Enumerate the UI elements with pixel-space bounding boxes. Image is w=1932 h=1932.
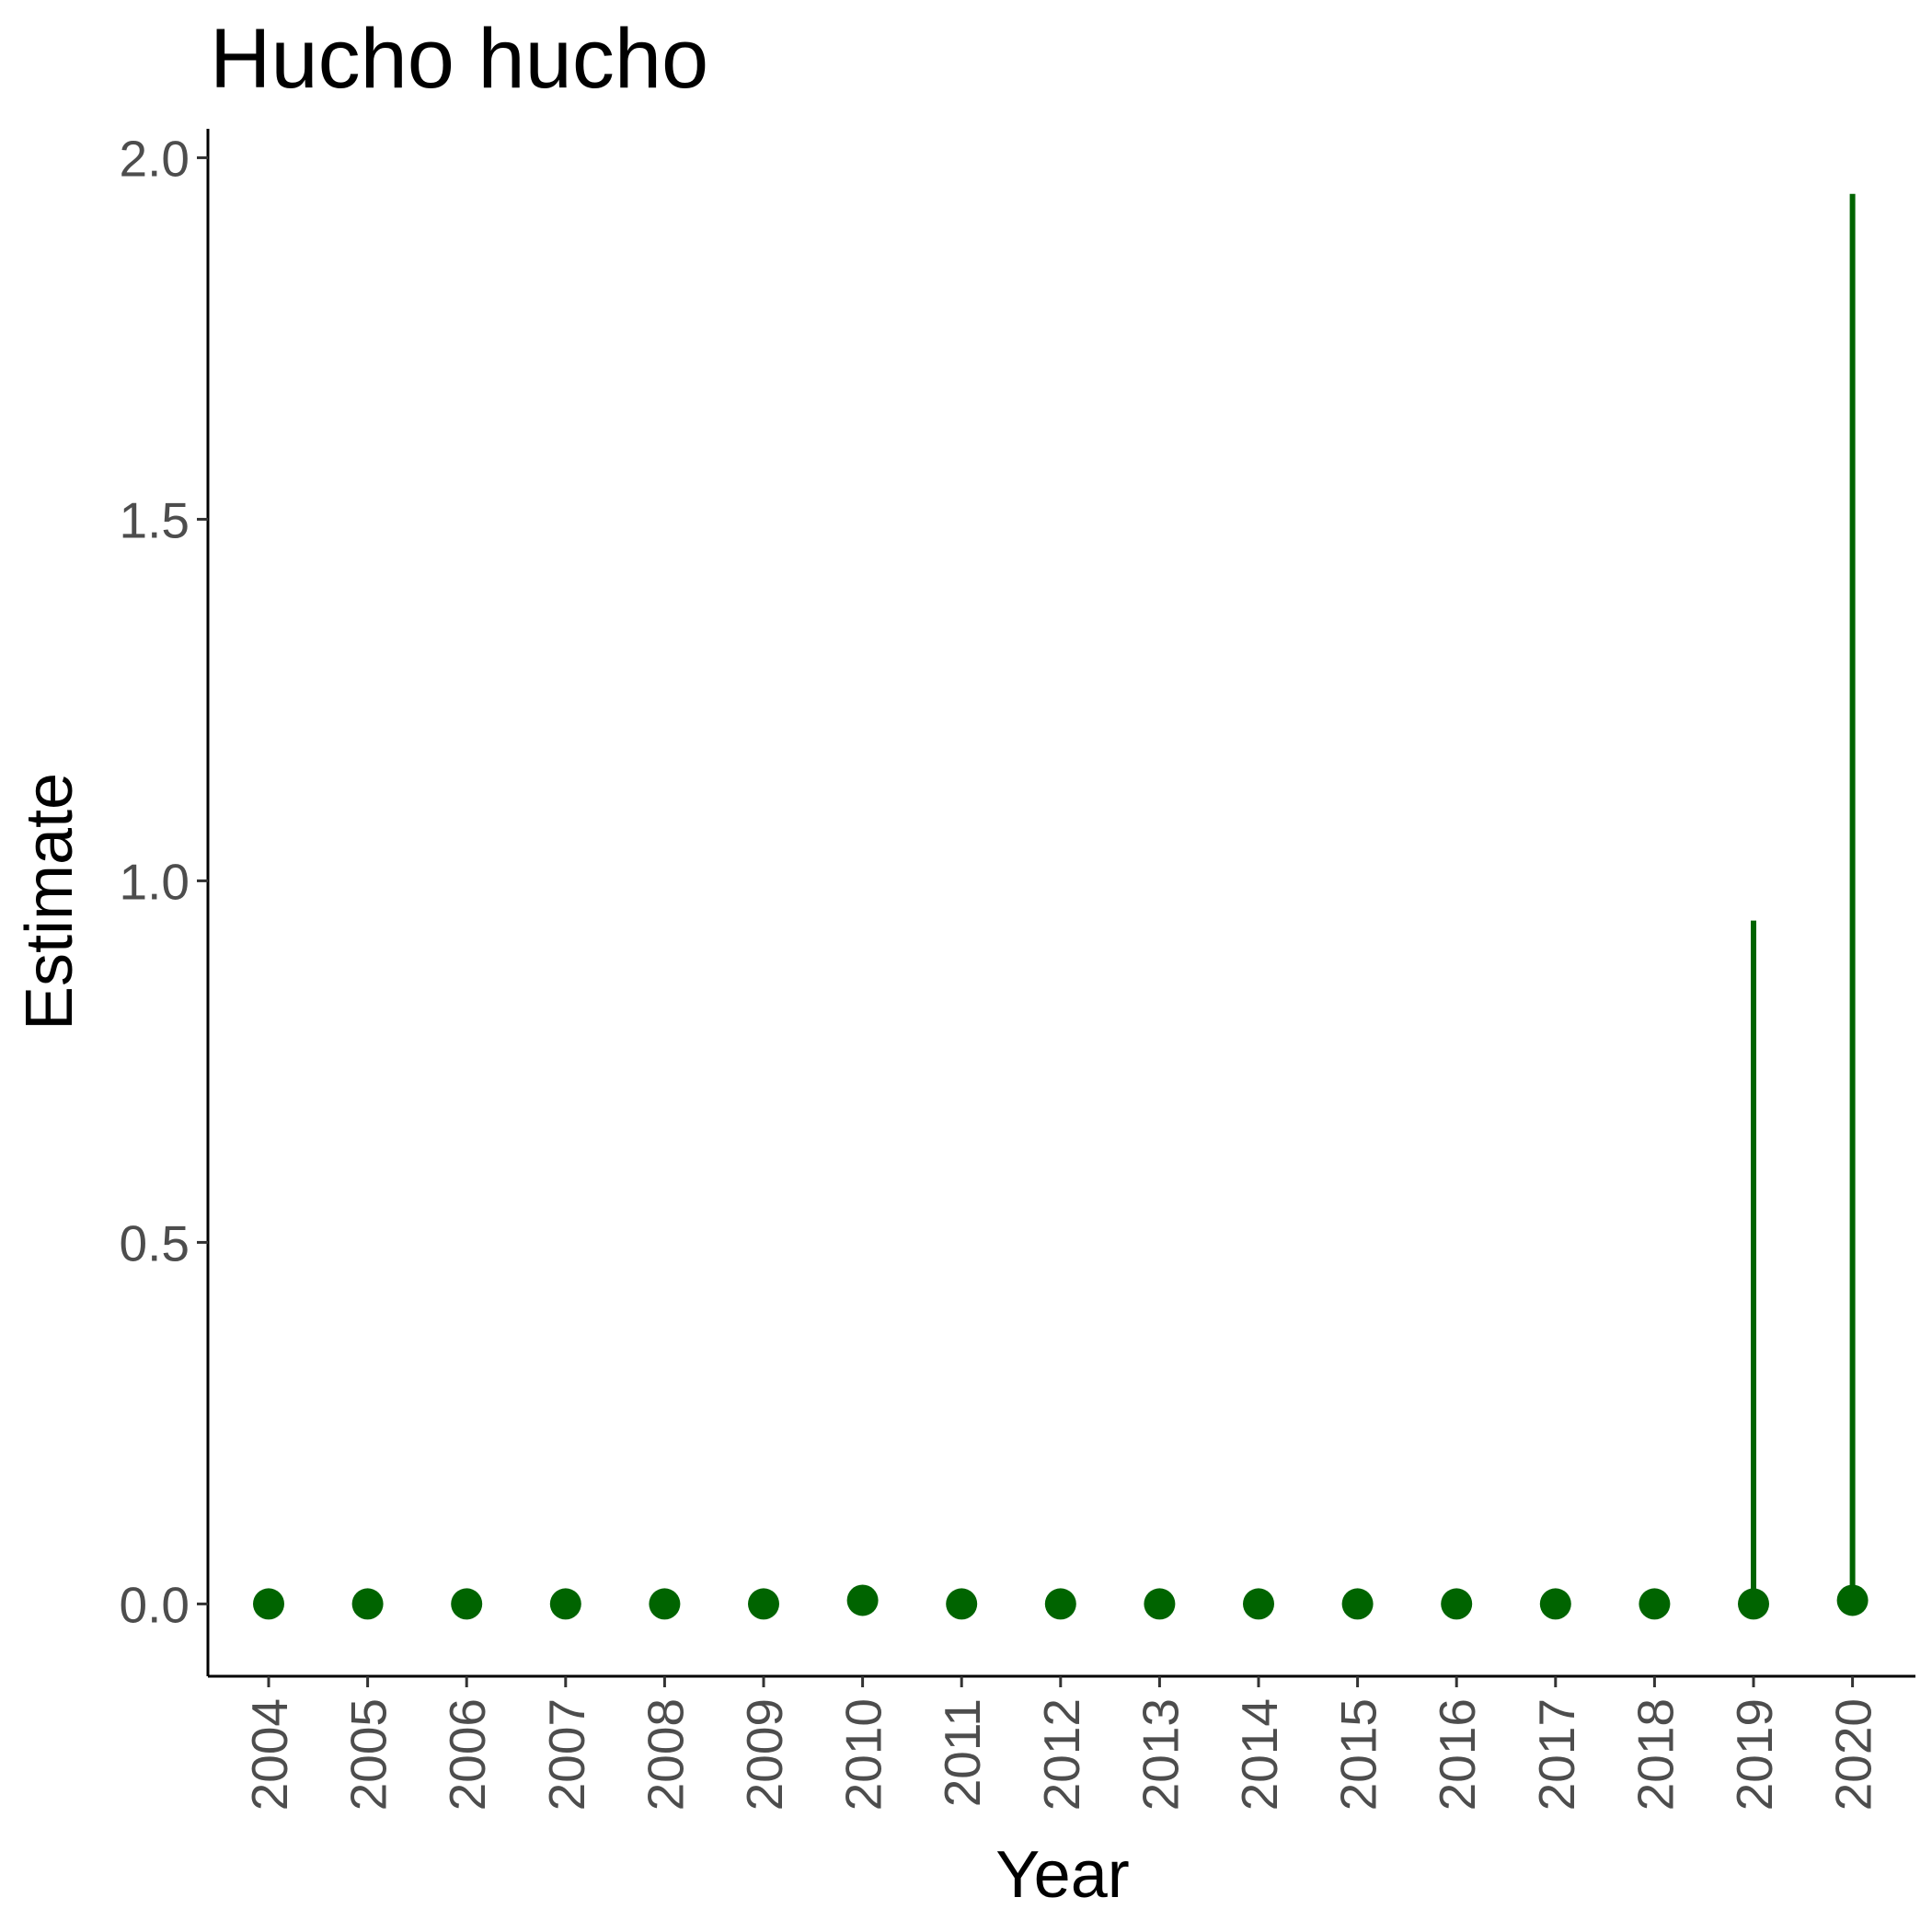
x-tick-label: 2016: [1429, 1698, 1486, 1811]
x-tick-label: 2020: [1825, 1698, 1882, 1811]
y-axis: 0.0 0.5 1.0 1.5 2.0: [120, 130, 208, 1633]
x-tick-label: 2015: [1330, 1698, 1387, 1811]
data-point: [1243, 1588, 1274, 1620]
x-tick-label: 2012: [1033, 1698, 1090, 1811]
data-point: [1539, 1588, 1571, 1620]
x-tick-label: 2019: [1726, 1698, 1783, 1811]
data-point: [649, 1588, 681, 1620]
x-tick-label: 2017: [1528, 1698, 1585, 1811]
y-axis-title: Estimate: [13, 773, 86, 1030]
x-tick-label: 2008: [637, 1698, 694, 1811]
y-tick-label: 0.0: [120, 1576, 190, 1633]
y-tick-label: 2.0: [120, 130, 190, 187]
x-tick-label: 2005: [340, 1698, 397, 1811]
data-point: [351, 1588, 384, 1620]
data-point: [451, 1588, 483, 1620]
y-tick-label: 1.0: [120, 853, 190, 910]
data-point: [1044, 1588, 1076, 1620]
plot-area: [253, 193, 1869, 1620]
data-point: [1738, 1588, 1769, 1620]
x-tick-label: 2007: [538, 1698, 595, 1811]
data-point: [1836, 1584, 1869, 1616]
data-point: [846, 1584, 879, 1616]
data-point: [1341, 1588, 1374, 1620]
y-tick-label: 1.5: [120, 491, 190, 548]
x-axis: 2004 2005 2006 2007 2008 2009 2010 2011 2012 2013…: [241, 1676, 1882, 1811]
x-tick-label: 2013: [1132, 1698, 1189, 1811]
x-tick-label: 2018: [1627, 1698, 1684, 1811]
data-point: [1144, 1588, 1176, 1620]
data-point: [1441, 1588, 1473, 1620]
x-tick-label: 2014: [1231, 1698, 1288, 1811]
x-tick-label: 2010: [835, 1698, 892, 1811]
data-point: [253, 1588, 284, 1620]
x-axis-title: Year: [995, 1838, 1129, 1912]
y-tick-label: 0.5: [120, 1214, 190, 1271]
x-tick-label: 2011: [934, 1698, 991, 1807]
data-point: [946, 1588, 978, 1620]
x-tick-label: 2009: [736, 1698, 793, 1811]
data-point: [748, 1588, 779, 1620]
chart-title: Hucho hucho: [210, 12, 708, 106]
data-point: [549, 1588, 581, 1620]
data-point: [1639, 1588, 1671, 1620]
x-tick-label: 2006: [439, 1698, 496, 1811]
x-tick-label: 2004: [241, 1698, 298, 1811]
